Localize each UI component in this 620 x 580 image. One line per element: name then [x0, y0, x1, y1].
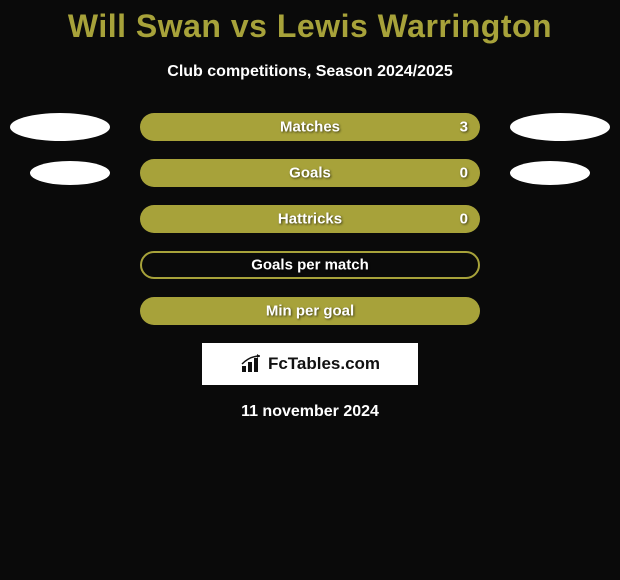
stat-bar: Min per goal	[140, 297, 480, 325]
stat-row-min-per-goal: Min per goal	[0, 297, 620, 325]
stat-value: 3	[460, 119, 468, 136]
stat-label: Goals	[289, 165, 331, 182]
stat-label: Goals per match	[251, 257, 369, 274]
stat-bar: Goals 0	[140, 159, 480, 187]
player1-placeholder-icon	[30, 161, 110, 185]
bar-chart-icon	[240, 354, 264, 374]
page-title: Will Swan vs Lewis Warrington	[0, 0, 620, 45]
stat-row-matches: Matches 3	[0, 113, 620, 141]
stat-value: 0	[460, 211, 468, 228]
stat-bar: Hattricks 0	[140, 205, 480, 233]
comparison-infographic: Will Swan vs Lewis Warrington Club compe…	[0, 0, 620, 580]
stat-bar: Matches 3	[140, 113, 480, 141]
stat-label: Hattricks	[278, 211, 342, 228]
player2-placeholder-icon	[510, 161, 590, 185]
player1-placeholder-icon	[10, 113, 110, 141]
stat-row-goals-per-match: Goals per match	[0, 251, 620, 279]
stat-value: 0	[460, 165, 468, 182]
stat-row-hattricks: Hattricks 0	[0, 205, 620, 233]
player2-placeholder-icon	[510, 113, 610, 141]
stat-bar: Goals per match	[140, 251, 480, 279]
stat-label: Matches	[280, 119, 340, 136]
stat-row-goals: Goals 0	[0, 159, 620, 187]
logo-text: FcTables.com	[268, 354, 380, 374]
date-label: 11 november 2024	[0, 403, 620, 421]
page-subtitle: Club competitions, Season 2024/2025	[0, 63, 620, 81]
stats-container: Matches 3 Goals 0 Hattricks 0 Goals per …	[0, 113, 620, 325]
logo: FcTables.com	[202, 343, 418, 385]
stat-label: Min per goal	[266, 303, 354, 320]
